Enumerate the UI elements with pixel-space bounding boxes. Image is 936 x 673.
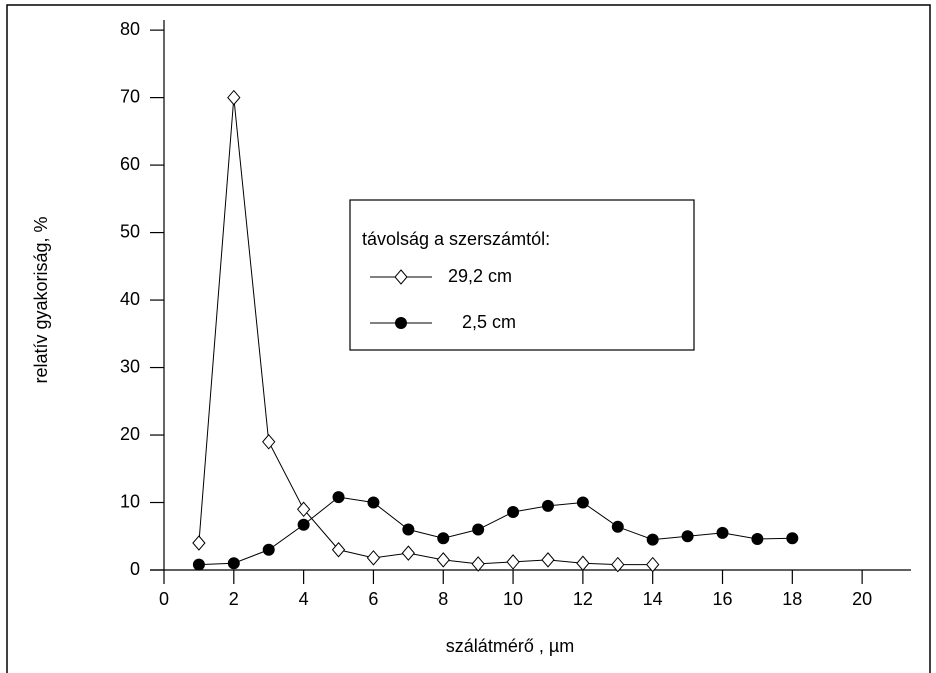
point xyxy=(262,434,276,450)
y-tick-label: 0 xyxy=(130,559,140,579)
point xyxy=(192,535,206,551)
point xyxy=(262,543,275,556)
series-line xyxy=(198,496,793,566)
point xyxy=(681,530,694,543)
point xyxy=(296,501,311,518)
legend-label: 29,2 cm xyxy=(448,266,512,286)
y-tick-label: 60 xyxy=(120,154,140,174)
point xyxy=(646,556,660,573)
point xyxy=(366,550,381,566)
point xyxy=(576,555,590,572)
point xyxy=(471,556,485,572)
point xyxy=(227,89,241,106)
point xyxy=(297,518,310,531)
point xyxy=(576,496,589,509)
y-tick-label: 30 xyxy=(120,356,140,376)
point xyxy=(611,556,625,573)
point xyxy=(506,554,520,570)
x-tick-label: 18 xyxy=(782,589,802,609)
x-tick-label: 10 xyxy=(503,589,523,609)
point xyxy=(716,526,729,539)
x-tick-label: 6 xyxy=(368,589,378,609)
point xyxy=(541,499,554,512)
frame xyxy=(6,4,931,673)
legend-label: 2,5 cm xyxy=(462,312,516,332)
point xyxy=(436,552,450,568)
y-axis-label: relatív gyakoriság, % xyxy=(31,216,51,383)
x-axis-label: szálátmérő , µm xyxy=(446,636,574,656)
legend-title: távolság a szerszámtól: xyxy=(362,229,550,249)
legend-marker xyxy=(394,269,408,285)
point xyxy=(401,545,416,561)
y-tick-label: 20 xyxy=(120,424,140,444)
point xyxy=(611,520,624,533)
x-tick-label: 14 xyxy=(643,589,663,609)
y-tick-label: 50 xyxy=(120,221,140,241)
point xyxy=(786,532,799,545)
x-tick-label: 2 xyxy=(229,589,239,609)
point xyxy=(541,552,555,568)
y-tick-label: 40 xyxy=(120,289,140,309)
point xyxy=(646,533,659,546)
point xyxy=(402,523,415,536)
x-tick-label: 20 xyxy=(852,589,872,609)
x-tick-label: 16 xyxy=(712,589,732,609)
point xyxy=(331,541,346,558)
point xyxy=(227,557,240,570)
x-tick-label: 4 xyxy=(299,589,309,609)
point xyxy=(192,558,205,571)
legend-marker xyxy=(395,317,407,329)
point xyxy=(751,532,764,545)
point xyxy=(437,532,450,545)
x-tick-label: 12 xyxy=(573,589,593,609)
legend-box xyxy=(349,199,695,351)
y-tick-label: 10 xyxy=(120,491,140,511)
x-tick-label: 0 xyxy=(159,589,169,609)
x-tick-label: 8 xyxy=(438,589,448,609)
point xyxy=(507,505,520,518)
y-tick-label: 80 xyxy=(120,19,140,39)
y-tick-label: 70 xyxy=(120,86,140,106)
point xyxy=(332,491,345,504)
point xyxy=(367,496,380,509)
point xyxy=(472,523,485,536)
